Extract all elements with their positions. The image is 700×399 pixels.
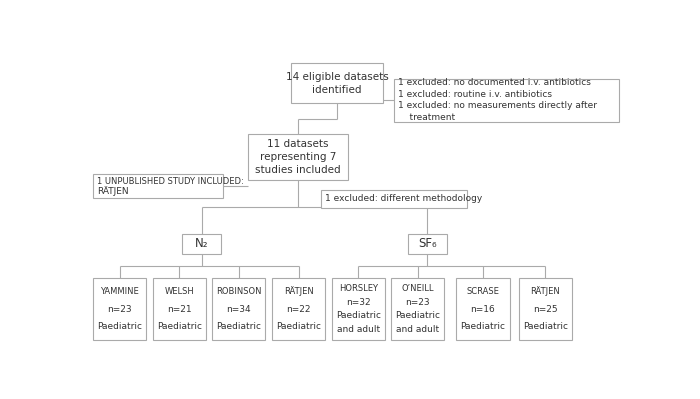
FancyBboxPatch shape: [394, 79, 619, 122]
Text: and adult: and adult: [337, 325, 380, 334]
Text: HORSLEY: HORSLEY: [339, 284, 378, 293]
FancyBboxPatch shape: [93, 174, 223, 198]
Text: and adult: and adult: [396, 325, 440, 334]
Text: n=23: n=23: [405, 298, 430, 307]
Text: SCRASE: SCRASE: [466, 287, 499, 296]
Text: Paediatric: Paediatric: [276, 322, 321, 331]
FancyBboxPatch shape: [332, 279, 385, 340]
Text: YAMMINE: YAMMINE: [100, 287, 139, 296]
FancyBboxPatch shape: [519, 279, 572, 340]
Text: RÄTJEN: RÄTJEN: [284, 286, 314, 296]
Text: n=32: n=32: [346, 298, 370, 307]
Text: RÄTJEN: RÄTJEN: [97, 186, 128, 196]
Text: 11 datasets
representing 7
studies included: 11 datasets representing 7 studies inclu…: [255, 139, 340, 175]
Text: 14 eligible datasets
identified: 14 eligible datasets identified: [286, 72, 388, 95]
Text: n=22: n=22: [286, 304, 311, 314]
Text: Paediatric: Paediatric: [216, 322, 261, 331]
Text: Paediatric: Paediatric: [461, 322, 505, 331]
FancyBboxPatch shape: [272, 279, 325, 340]
FancyBboxPatch shape: [407, 234, 447, 254]
Text: 1 excluded: no documented i.v. antibiotics
1 excluded: routine i.v. antibiotics
: 1 excluded: no documented i.v. antibioti…: [398, 79, 597, 122]
FancyBboxPatch shape: [391, 279, 444, 340]
Text: Paediatric: Paediatric: [523, 322, 568, 331]
Text: Paediatric: Paediatric: [97, 322, 142, 331]
FancyBboxPatch shape: [212, 279, 265, 340]
FancyBboxPatch shape: [93, 279, 146, 340]
Text: Paediatric: Paediatric: [157, 322, 202, 331]
Text: 1 excluded: different methodology: 1 excluded: different methodology: [325, 194, 482, 203]
Text: SF₆: SF₆: [418, 237, 436, 250]
FancyBboxPatch shape: [248, 134, 348, 180]
Text: 1 UNPUBLISHED STUDY INCLUDED:: 1 UNPUBLISHED STUDY INCLUDED:: [97, 177, 244, 186]
Text: ROBINSON: ROBINSON: [216, 287, 262, 296]
FancyBboxPatch shape: [321, 190, 468, 207]
Text: n=34: n=34: [227, 304, 251, 314]
Text: O’NEILL: O’NEILL: [402, 284, 434, 293]
FancyBboxPatch shape: [153, 279, 206, 340]
Text: RÄTJEN: RÄTJEN: [531, 286, 560, 296]
Text: N₂: N₂: [195, 237, 209, 250]
Text: n=25: n=25: [533, 304, 558, 314]
Text: Paediatric: Paediatric: [395, 311, 440, 320]
Text: n=23: n=23: [107, 304, 132, 314]
FancyBboxPatch shape: [183, 234, 221, 254]
FancyBboxPatch shape: [291, 63, 383, 103]
Text: n=16: n=16: [470, 304, 496, 314]
Text: WELSH: WELSH: [164, 287, 194, 296]
Text: n=21: n=21: [167, 304, 192, 314]
FancyBboxPatch shape: [456, 279, 510, 340]
Text: Paediatric: Paediatric: [336, 311, 381, 320]
